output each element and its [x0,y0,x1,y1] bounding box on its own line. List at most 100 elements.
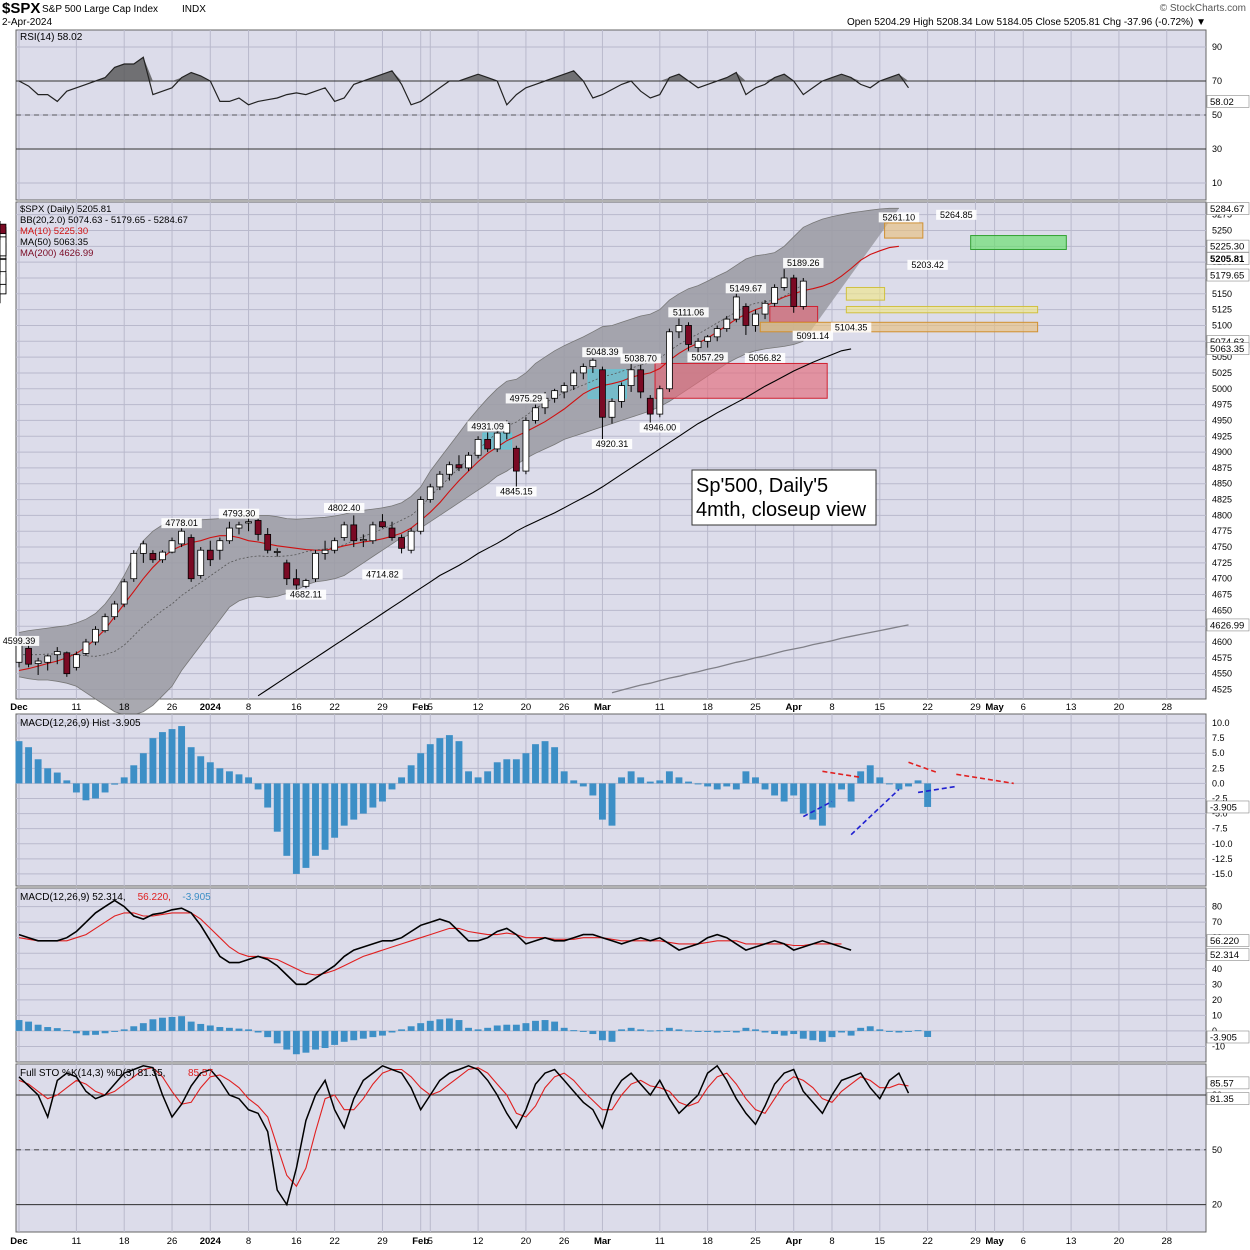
x-axis-label: Apr [786,702,803,713]
macd-hist-bar [398,777,406,784]
macd-hist-mini-bar [63,1030,71,1032]
macd-hist-bar [924,783,932,807]
x-axis-label-bottom: 26 [167,1236,178,1247]
candle-body [579,366,587,374]
macd-hist-mini-bar [809,1030,817,1041]
macd-hist-bar [895,783,903,790]
x-axis-label-bottom: 8 [829,1236,834,1247]
macd-hist-bar [905,783,912,787]
candle-body [0,223,7,235]
macd-signal-value-label: 56.220 [1210,936,1239,947]
macd-hist-bar [159,732,166,784]
candle-body [159,551,166,561]
price-right-label-tag-bg [1206,268,1250,282]
macd-hist-mini-bar [723,1030,731,1032]
macd-hist-mini-bar [752,1029,759,1031]
price-label: 5048.39 [586,347,619,357]
candle-body [426,486,434,500]
rsi-tick-label: 30 [1212,144,1222,154]
macd-hist-bar [63,780,71,784]
macd-hist-bar [474,777,482,784]
macd-hist-bar [130,765,138,784]
yellow-zone [845,305,1039,314]
price-label: 4802.40 [328,503,361,513]
macd-hist-bar [206,762,214,784]
macd-hist-mini-bar [168,1016,176,1031]
x-axis-label: 11 [71,702,81,713]
x-axis-label-bottom: Feb [412,1236,429,1247]
candle-body [388,527,396,538]
macd-hist-mini-bar [139,1023,147,1031]
price-label-bg [218,508,260,519]
price-right-label-tag-bg [1206,342,1250,355]
macd-tick-label: -10 [1212,1041,1225,1051]
macd-hist-bar [465,771,472,784]
candle-body [512,447,520,472]
x-axis-label-bottom: 6 [1021,1236,1026,1247]
macd-hist-bar [637,777,645,784]
price-label: 4975.29 [510,393,543,403]
macd-hist-bar [388,783,396,790]
x-axis-label-bottom: 2024 [200,1236,222,1247]
price-label: 4714.82 [366,569,399,579]
candle-body [551,390,558,399]
macd-hist-mini-bar [254,1030,262,1033]
x-axis-label-bottom: 18 [702,1236,713,1247]
candle-body [187,537,195,580]
blue-div-2 [850,788,900,836]
macd-hist-bar [732,783,740,790]
macd-hist-bar [876,777,884,784]
candle-body [723,318,731,330]
macd-hist-bar [503,759,511,784]
macd-hist-bar [608,783,616,826]
exchange-label: INDX [182,4,206,15]
price-label-bg [907,259,948,270]
price-tick-label: 4850 [1212,479,1232,489]
chart-date: 2-Apr-2024 [2,17,52,28]
sto-k-value-label-tag-bg [1206,1092,1250,1105]
macd-hist-value-label: -3.905 [1210,802,1237,813]
macd-hist-bar [685,781,692,784]
macd-hist-tick-label: -5.0 [1212,809,1228,819]
candle-body [25,647,32,665]
macd-hist-mini-bar [426,1020,434,1031]
candle-body [92,628,99,643]
x-axis-label: 8 [829,702,834,713]
price-label-bg [668,307,709,318]
red-div-3 [956,773,1014,785]
macd-hist-bar [445,735,453,784]
price-label: 4931.09 [471,421,504,431]
candle-body [732,296,740,320]
macd-hist-mini-bar [206,1025,214,1031]
macd-hist-bar [436,738,444,784]
macd-hist-mini-bar [398,1029,406,1031]
price-right-label: 5284.67 [1210,204,1244,215]
macd-hist-mini-bar [340,1030,348,1042]
macd-value-label: 52.314 [1210,950,1239,961]
macd-hist-mini-bar [216,1027,224,1031]
rsi-line [18,56,909,106]
candle-body [799,280,807,307]
rsi-tick-label: 10 [1212,178,1222,188]
macd-hist-bar [914,780,922,784]
price-tick-label: 5125 [1212,305,1232,315]
candle-body [666,331,673,390]
x-axis-label-bottom: 20 [1114,1236,1125,1247]
rsi-tick-label: 70 [1212,76,1222,86]
candle-body [608,401,616,418]
candle-body [235,524,243,529]
candle-body [293,578,300,586]
price-label: 4599.39 [3,636,36,646]
macd-hist-bar [225,771,233,784]
macd-hist-mini-bar [302,1030,310,1053]
macd-hist-title: MACD(12,26,9) Hist -3.905 [20,718,141,729]
macd-hist-mini-bar [895,1030,903,1033]
candle-body [675,325,683,333]
price-tick-label: 4825 [1212,495,1232,505]
rsi-value-label: 58.02 [1210,97,1234,108]
sto-d-value-label: 85.57 [1210,1078,1234,1089]
candle-body [417,499,425,532]
x-axis-label-bottom: 22 [922,1236,933,1247]
candle-body [273,551,281,553]
